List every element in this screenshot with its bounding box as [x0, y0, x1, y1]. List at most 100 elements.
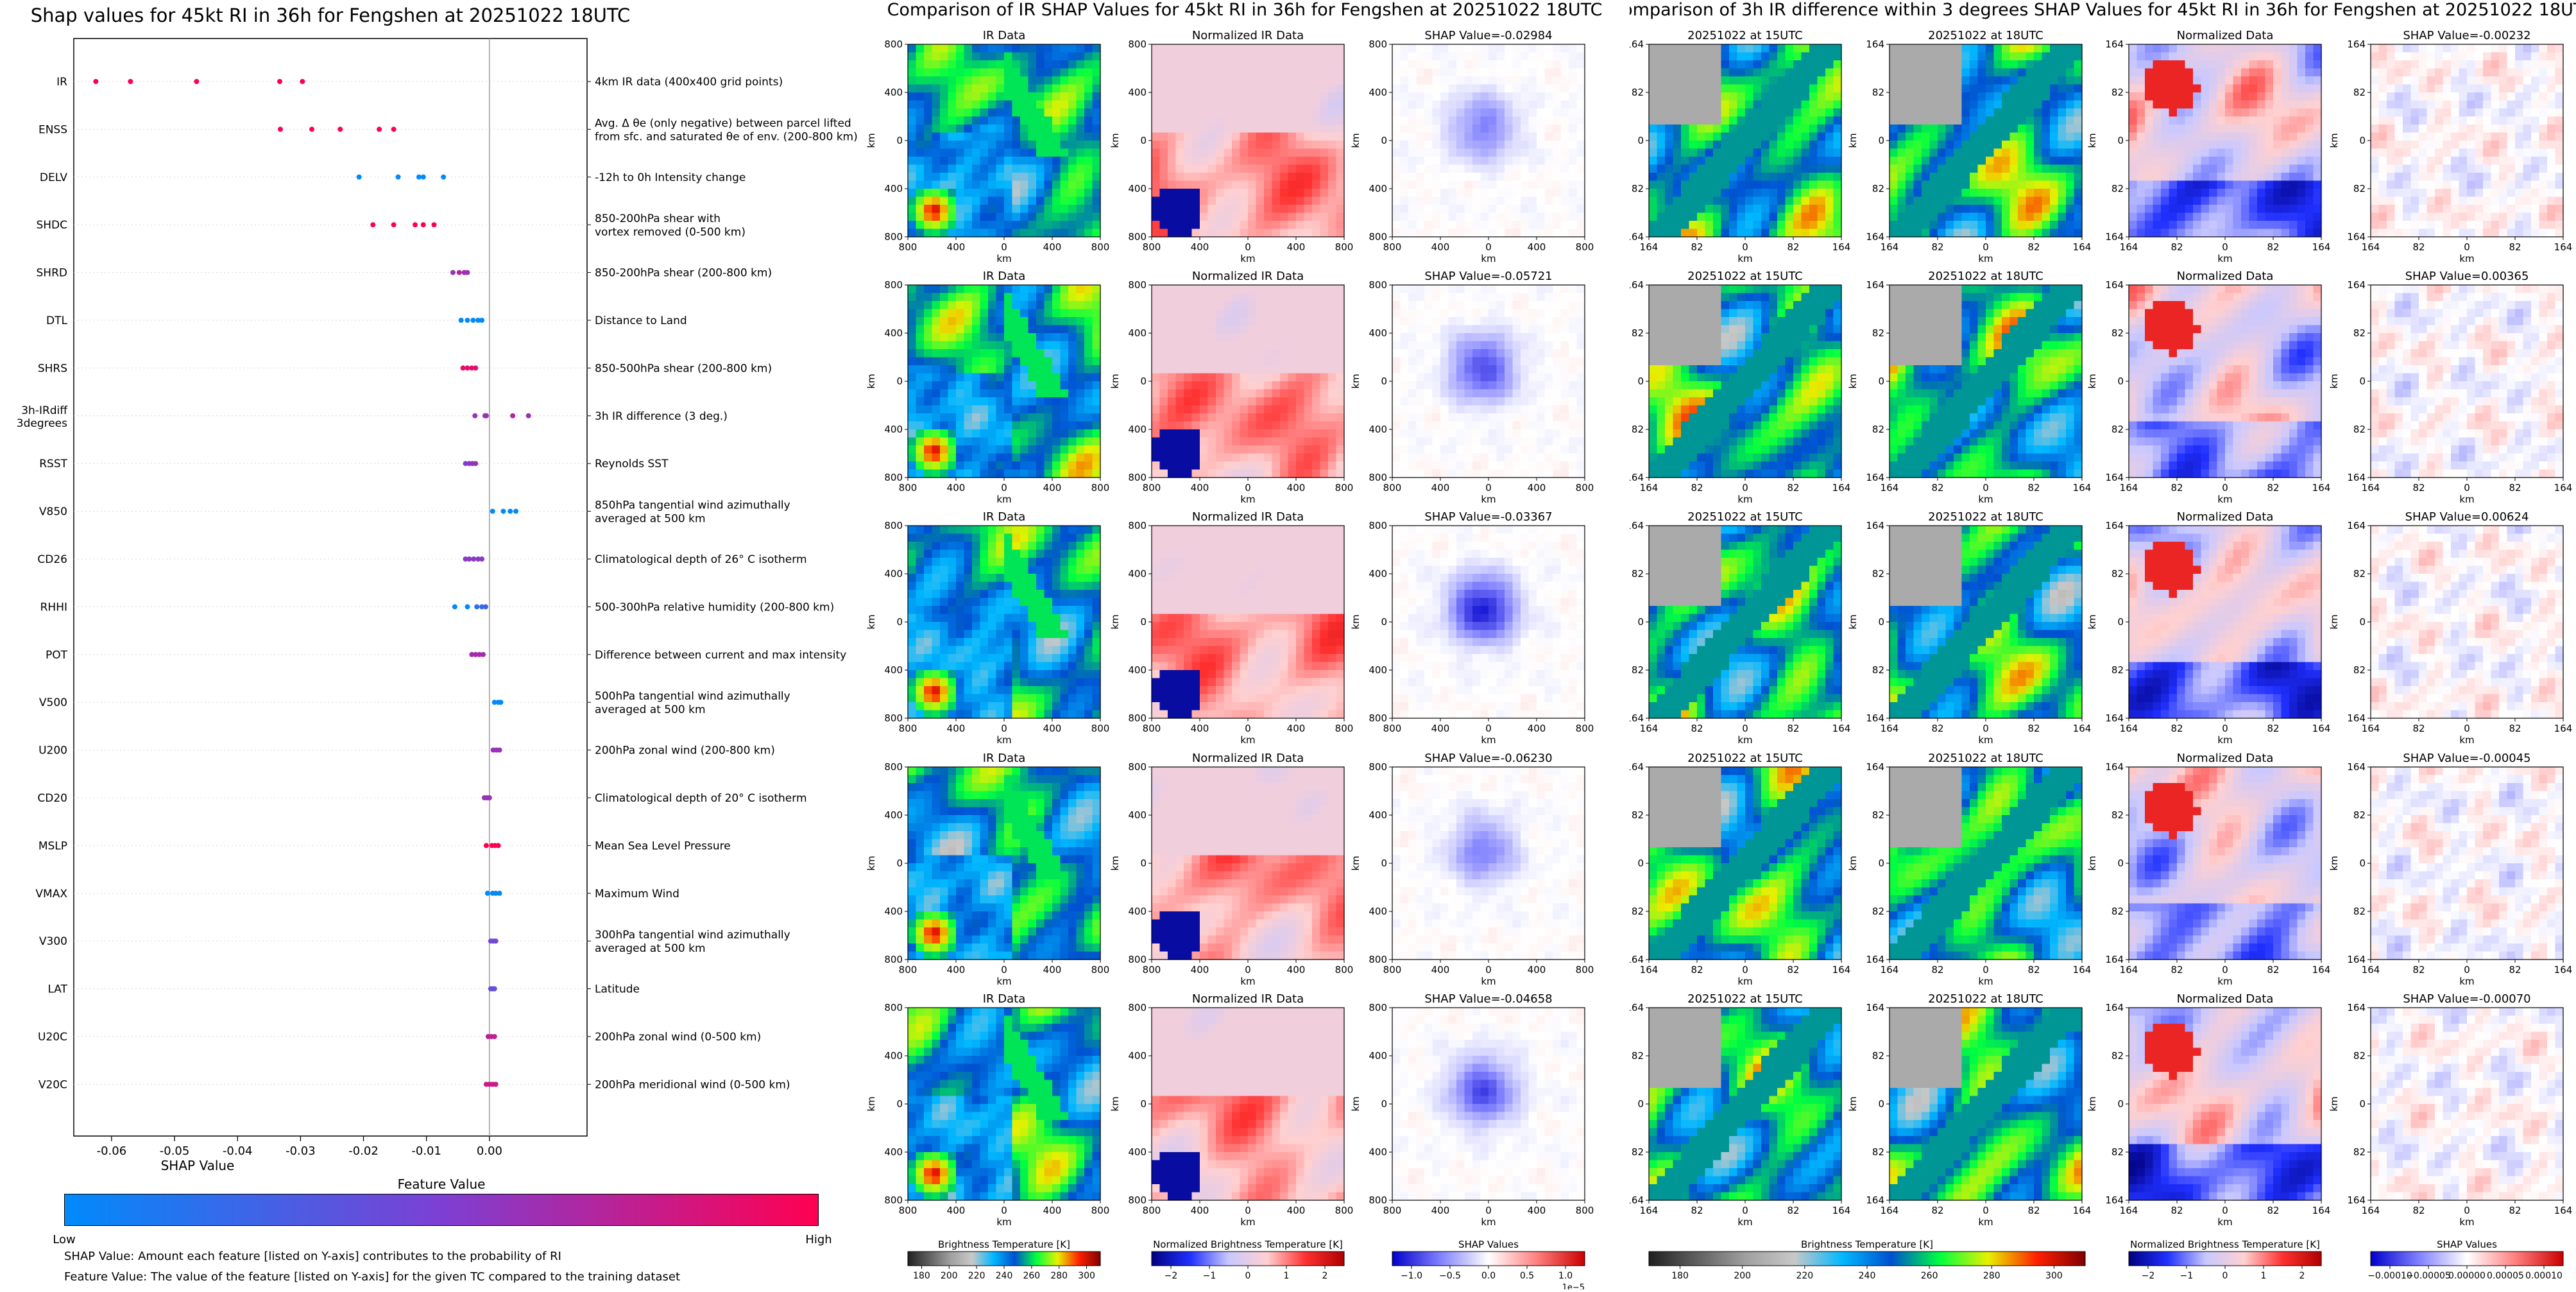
heatmap-cell [972, 470, 980, 478]
heatmap-cell [1240, 333, 1249, 341]
heatmap-cell [1569, 125, 1577, 133]
heatmap-cell [1417, 349, 1425, 357]
heatmap-cell [1440, 349, 1449, 357]
heatmap-cell [1168, 686, 1176, 694]
heatmap-cell [996, 711, 1005, 719]
heatmap-cell [964, 197, 973, 205]
heatmap-cell [1020, 229, 1028, 237]
heatmap-cell [988, 181, 996, 189]
heatmap-cell [1545, 381, 1553, 390]
heatmap-cell [1553, 173, 1561, 181]
heatmap-cell [1012, 189, 1021, 197]
heatmap-cell [1168, 598, 1176, 607]
heatmap-cell [1208, 702, 1216, 711]
heatmap-cell [1280, 429, 1288, 438]
heatmap-cell [1240, 317, 1249, 325]
heatmap-cell [1392, 165, 1401, 173]
heatmap-cell [940, 622, 948, 630]
heatmap-cell [972, 413, 980, 422]
heatmap-cell [1232, 590, 1240, 598]
shap-point [482, 413, 488, 418]
heatmap-cell [1004, 397, 1012, 406]
heatmap-cell [1577, 341, 1585, 350]
heatmap-cell [1497, 181, 1505, 189]
heatmap-cell [1045, 341, 1053, 350]
heatmap-cell [1224, 526, 1233, 534]
heatmap-cell [1449, 133, 1457, 141]
heatmap-cell [1192, 341, 1200, 350]
heatmap-cell [996, 694, 1005, 703]
heatmap-cell [1077, 694, 1085, 703]
heatmap-cell [948, 365, 957, 374]
heatmap-cell [1168, 678, 1176, 687]
heatmap-cell [1093, 133, 1101, 141]
shap-point [526, 413, 531, 418]
heatmap-cell [1256, 317, 1265, 325]
heatmap-cell [1505, 181, 1513, 189]
heatmap-cell [1456, 165, 1465, 173]
heatmap-cell [1068, 566, 1077, 574]
heatmap-cell [1028, 622, 1037, 630]
heatmap-cell [980, 429, 989, 438]
heatmap-cell [1440, 213, 1449, 221]
heatmap-cell [1561, 69, 1569, 77]
heatmap-cell [1488, 221, 1497, 229]
heatmap-cell [980, 534, 989, 542]
heatmap-cell [1036, 582, 1045, 590]
heatmap-cell [916, 325, 925, 334]
heatmap-cell [1240, 374, 1249, 382]
heatmap-cell [964, 470, 973, 478]
heatmap-cell [1240, 534, 1249, 542]
heatmap-cell [1176, 686, 1184, 694]
heatmap-cell [1296, 686, 1304, 694]
heatmap-cell [1320, 381, 1329, 390]
heatmap-cell [1561, 157, 1569, 165]
heatmap-cell [1481, 309, 1489, 318]
heatmap-cell [1537, 181, 1545, 189]
heatmap-cell [1012, 149, 1021, 157]
heatmap-cell [1408, 44, 1417, 53]
heatmap-cell [1304, 598, 1313, 607]
heatmap-cell [1192, 325, 1200, 334]
heatmap-cell [1296, 229, 1304, 237]
heatmap-cell [1084, 85, 1093, 93]
heatmap-cell [1256, 638, 1265, 646]
heatmap-cell [980, 454, 989, 462]
heatmap-cell [1553, 125, 1561, 133]
heatmap-cell [1537, 149, 1545, 157]
heatmap-cell [1288, 702, 1297, 711]
heatmap-cell [1240, 309, 1249, 318]
heatmap-cell [1272, 422, 1281, 430]
heatmap-cell [1408, 69, 1417, 77]
heatmap-cell [1304, 141, 1313, 149]
heatmap-cell [924, 60, 932, 69]
heatmap-cell [1036, 149, 1045, 157]
heatmap-cell [1488, 92, 1497, 101]
heatmap-cell [1328, 293, 1336, 302]
heatmap-cell [1272, 333, 1281, 341]
y-axis-label: km [1350, 374, 1361, 388]
heatmap-cell [924, 293, 932, 302]
heatmap-cell [932, 422, 941, 430]
heatmap-cell [1497, 397, 1505, 406]
heatmap-cell [1497, 301, 1505, 309]
heatmap-cell [1449, 205, 1457, 213]
heatmap-cell [1288, 429, 1297, 438]
heatmap-cell [964, 686, 973, 694]
heatmap-cell [1577, 397, 1585, 406]
heatmap-cell [1192, 534, 1200, 542]
heatmap-cell [1521, 374, 1529, 382]
y-tick-label: 400 [1128, 424, 1147, 435]
heatmap-cell [1408, 141, 1417, 149]
heatmap-cell [1160, 670, 1168, 678]
shap-point [421, 175, 426, 180]
heatmap-cell [1312, 654, 1320, 662]
heatmap-cell [1061, 293, 1069, 302]
heatmap-cell [1577, 133, 1585, 141]
heatmap-cell [1232, 197, 1240, 205]
heatmap-cell [1192, 606, 1200, 614]
heatmap-cell [1449, 53, 1457, 61]
heatmap-cell [1068, 686, 1077, 694]
heatmap-cell [1184, 101, 1192, 109]
heatmap-cell [956, 711, 964, 719]
